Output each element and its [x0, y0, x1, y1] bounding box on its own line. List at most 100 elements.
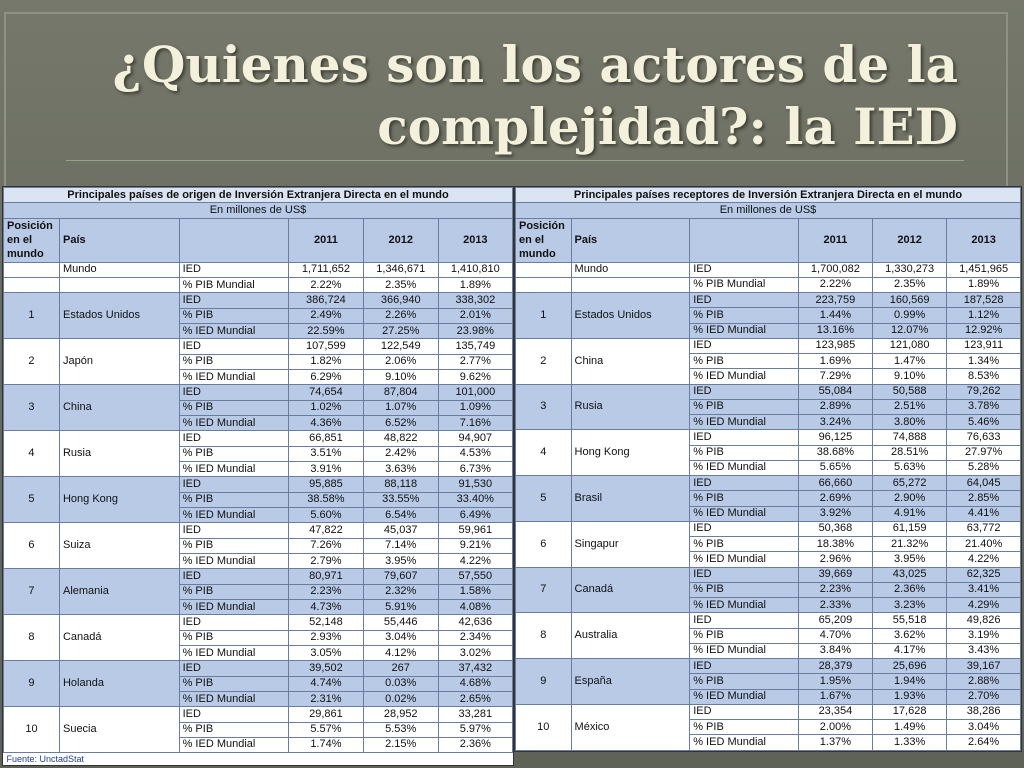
value-2011: 3.84%: [797, 642, 874, 660]
table-row: % PIB 4.74% 0.03% 4.68%: [4, 675, 514, 692]
value-2013: 6.73%: [437, 460, 514, 478]
indicator-cell: IED: [178, 338, 290, 355]
table-row: 10 Suecia IED 29,861 28,952 33,281: [3, 706, 514, 754]
indicator-cell: IED: [178, 384, 290, 401]
value-2012: 28,952: [362, 706, 439, 723]
value-2011: 50,368: [797, 520, 874, 538]
country-cell: Rusia: [58, 430, 180, 478]
indicator-cell: IED: [178, 568, 290, 585]
header-2013: 2013: [946, 217, 1021, 263]
table-row: % IED Mundial 4.73% 5.91% 4.08%: [4, 598, 514, 616]
indicator-cell: % IED Mundial: [178, 414, 290, 432]
value-2011: 95,885: [288, 476, 364, 493]
indicator-cell: IED: [689, 291, 799, 309]
source-row: Fuente: UnctadStat: [3, 752, 513, 765]
table-row: 1 Estados Unidos IED 223,759 160,569 187,528: [515, 291, 1021, 339]
table-row: % IED Mundial 1.37% 1.33% 2.64%: [516, 734, 1021, 751]
value-2012: 74,888: [872, 429, 948, 446]
country-cell: Canadá: [58, 614, 180, 662]
country-cell: Australia: [570, 612, 691, 659]
value-2011: 6.29%: [288, 368, 364, 386]
value-2012: 2.15%: [362, 736, 439, 754]
value-2013: 5.46%: [946, 413, 1021, 431]
header-2012: 2012: [362, 217, 439, 263]
value-2012: 5.91%: [362, 598, 439, 616]
value-2012: 45,037: [362, 522, 439, 539]
value-2013: 6.49%: [437, 506, 514, 524]
value-2011: 2.22%: [797, 276, 874, 294]
recipient-countries-table: Principales países receptores de Inversi…: [514, 186, 1022, 752]
table-row: 7 Alemania IED 80,971 79,607 57,550: [3, 568, 514, 616]
position-cell: [3, 276, 60, 294]
header-position: Posición en el mundo: [515, 217, 572, 263]
value-2011: 38.58%: [288, 491, 364, 508]
value-2013: 8.53%: [946, 368, 1021, 385]
table-row: 1 Estados Unidos IED 386,724 366,940 338,302: [3, 292, 514, 340]
value-2012: 267: [362, 660, 439, 677]
value-2011: 1,711,652: [288, 261, 364, 278]
value-2012: 9.10%: [872, 368, 948, 385]
value-2013: 1.12%: [946, 307, 1021, 324]
value-2012: 50,588: [872, 383, 948, 400]
value-2011: 96,125: [797, 429, 874, 446]
indicator-cell: IED: [178, 706, 290, 723]
title-underline: [66, 160, 964, 161]
indicator-cell: IED: [178, 476, 290, 493]
value-2013: 1.58%: [437, 583, 514, 600]
table-row: % IED Mundial 3.05% 4.12% 3.02%: [4, 644, 514, 662]
value-2013: 27.97%: [946, 444, 1021, 461]
table-row: 8 Australia IED 65,209 55,518 49,826: [515, 612, 1021, 659]
value-2012: 1.49%: [872, 718, 948, 736]
country-cell: Hong Kong: [58, 476, 180, 524]
country-cell: Japón: [58, 338, 180, 386]
value-2013: 2.77%: [437, 353, 514, 370]
indicator-cell: % PIB: [178, 629, 290, 646]
position-cell: 3: [3, 384, 60, 432]
table-row: % IED Mundial 13.16% 12.07% 12.92%: [516, 322, 1021, 339]
indicator-cell: IED: [689, 703, 799, 721]
position-cell: 5: [3, 476, 60, 524]
value-2013: 1.89%: [437, 276, 514, 294]
value-2012: 3.62%: [872, 627, 948, 644]
indicator-cell: % IED Mundial: [689, 322, 799, 339]
position-cell: 10: [3, 706, 60, 754]
position-cell: 9: [3, 660, 60, 708]
value-2012: 7.14%: [362, 537, 439, 554]
table-row: 6 Singapur IED 50,368 61,159 63,772: [515, 520, 1021, 568]
header-2011: 2011: [288, 217, 364, 263]
value-2013: 4.29%: [946, 596, 1021, 614]
value-2013: 38,286: [946, 703, 1021, 721]
indicator-cell: IED: [689, 657, 799, 675]
value-2013: 1.89%: [946, 276, 1021, 294]
indicator-cell: IED: [178, 430, 290, 447]
table-row: % IED Mundial 2.31% 0.02% 2.65%: [4, 690, 514, 708]
table-row: 2 China IED 123,985 121,080 123,911: [515, 337, 1021, 385]
origin-countries-table: Principales países de origen de Inversió…: [2, 186, 514, 766]
position-cell: 4: [3, 430, 60, 478]
data-table: Principales países receptores de Inversi…: [515, 186, 1021, 752]
table-row: 9 Holanda IED 39,502 267 37,432: [3, 660, 514, 708]
position-cell: 6: [3, 522, 60, 570]
unit-row: En millones de US$: [515, 202, 1021, 219]
indicator-cell: IED: [689, 261, 799, 278]
value-2012: 21.32%: [872, 535, 948, 553]
table-row: 4 Hong Kong IED 96,125 74,888 76,633: [515, 429, 1021, 476]
position-cell: 8: [515, 612, 572, 659]
value-2012: 6.52%: [362, 414, 439, 432]
indicator-cell: IED: [689, 612, 799, 629]
value-2011: 1.74%: [288, 736, 364, 754]
value-2013: 94,907: [437, 430, 514, 447]
table-row: 5 Brasil IED 66,660 65,272 64,045: [515, 474, 1021, 522]
value-2011: 4.36%: [288, 414, 364, 432]
value-2013: 76,633: [946, 429, 1021, 446]
table-row: % IED Mundial 3.91% 3.63% 6.73%: [4, 460, 514, 478]
value-2013: 21.40%: [946, 535, 1021, 553]
value-2012: 2.06%: [362, 353, 439, 370]
country-cell: Brasil: [570, 475, 691, 522]
value-2012: 87,804: [362, 384, 439, 401]
value-2013: 57,550: [437, 568, 514, 585]
value-2012: 28.51%: [872, 444, 948, 461]
indicator-cell: % IED Mundial: [689, 368, 799, 385]
value-2011: 2.69%: [797, 490, 874, 507]
value-2013: 3.41%: [946, 581, 1021, 599]
